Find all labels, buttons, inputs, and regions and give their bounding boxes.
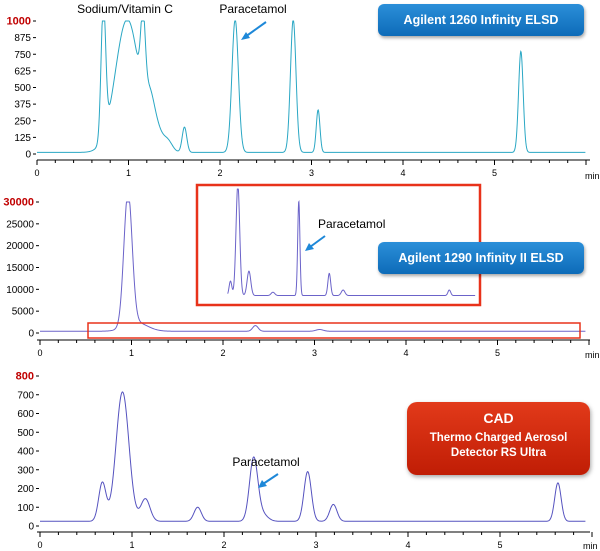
y-tick-label: 15000 (6, 263, 34, 274)
x-axis-ticks: 0 1 2 3 4 5 (37, 340, 590, 358)
y-tick-label: 30000 (3, 197, 34, 209)
x-tick-label: 0 (34, 168, 39, 178)
x-tick-label: 0 (37, 348, 42, 358)
arrow-head (305, 243, 314, 251)
y-tick-label: 250 (14, 116, 31, 127)
arrow-head (258, 480, 267, 488)
x-tick-label: 1 (129, 540, 134, 550)
y-tick-label: 300 (17, 465, 34, 476)
y-tick-label: 10000 (6, 285, 34, 296)
x-tick-label: 4 (403, 348, 408, 358)
y-tick-label: 375 (14, 100, 31, 111)
x-tick-label: 4 (405, 540, 410, 550)
y-tick-label: 500 (14, 83, 31, 94)
badge-1290-elsd: Agilent 1290 Infinity II ELSD (378, 242, 584, 274)
y-tick-label: 500 (17, 428, 34, 439)
arrow-head (241, 32, 250, 40)
y-tick-label: 20000 (6, 241, 34, 252)
y-tick-label: 625 (14, 66, 31, 77)
y-tick-label: 1000 (7, 16, 31, 28)
x-tick-label: 2 (221, 540, 226, 550)
inset-trace (227, 188, 476, 297)
y-tick-label: 700 (17, 390, 34, 401)
y-axis-ticks: 0 100 200 300 400 500 600 700 800 (16, 371, 39, 533)
x-tick-label: 1 (129, 348, 134, 358)
x-tick-label: 5 (492, 168, 497, 178)
y-tick-label: 0 (25, 150, 31, 161)
x-tick-label: 1 (126, 168, 131, 178)
cad-trace (40, 391, 586, 522)
paracetamol-arrow-2 (309, 235, 326, 248)
paracetamol-label-2: Paracetamol (318, 217, 385, 231)
x-tick-label: 5 (495, 348, 500, 358)
x-unit-label: min (585, 350, 600, 360)
y-tick-label: 600 (17, 409, 34, 420)
paracetamol-arrow-1 (244, 21, 267, 38)
x-tick-label: 3 (309, 168, 314, 178)
cad-line-2: Detector RS Ultra (450, 447, 547, 459)
badge-cad: CAD Thermo Charged Aerosol Detector RS U… (407, 402, 590, 475)
x-tick-label: 3 (313, 540, 318, 550)
sodium-vitamin-c-label: Sodium/Vitamin C (77, 2, 173, 16)
y-tick-label: 800 (16, 371, 34, 383)
x-unit-label: min (585, 171, 600, 181)
x-axis-ticks: 0 1 2 3 4 5 (37, 532, 593, 550)
y-tick-label: 5000 (12, 307, 35, 318)
y-tick-label: 400 (17, 447, 34, 458)
x-tick-label: 4 (400, 168, 405, 178)
x-tick-label: 5 (497, 540, 502, 550)
y-tick-label: 0 (28, 522, 34, 533)
y-axis-ticks: 0 125 250 375 500 625 750 875 1000 (7, 16, 36, 161)
elsd1290-trace (40, 201, 586, 332)
y-tick-label: 750 (14, 50, 31, 61)
panel-1260-elsd: 0 125 250 375 500 625 750 875 1000 0 1 2 3 4 5 Sodium… (7, 2, 600, 181)
y-tick-label: 200 (17, 484, 34, 495)
panel-cad: 0 100 200 300 400 500 600 700 800 0 1 2 3 4 5 Paracet… (16, 371, 598, 551)
y-tick-label: 100 (17, 503, 34, 514)
y-tick-label: 125 (14, 133, 31, 144)
x-axis-ticks: 0 1 2 3 4 5 (34, 160, 587, 178)
x-tick-label: 0 (37, 540, 42, 550)
paracetamol-arrow-3 (262, 473, 279, 485)
y-axis-ticks: 0 5000 10000 15000 20000 25000 30000 (3, 197, 39, 340)
y-tick-label: 875 (14, 33, 31, 44)
cad-line-1: Thermo Charged Aerosol (429, 432, 568, 444)
x-unit-label: min (583, 541, 598, 551)
paracetamol-label-3: Paracetamol (232, 455, 299, 469)
cad-title: CAD (483, 410, 514, 426)
x-tick-label: 2 (220, 348, 225, 358)
y-tick-label: 0 (28, 329, 34, 340)
badge-1260-elsd: Agilent 1260 Infinity ELSD (378, 4, 584, 36)
x-tick-label: 2 (217, 168, 222, 178)
y-tick-label: 25000 (6, 219, 34, 230)
elsd1260-trace (37, 20, 586, 153)
paracetamol-label-1: Paracetamol (219, 2, 286, 16)
x-tick-label: 3 (312, 348, 317, 358)
zoom-region-box (87, 322, 581, 339)
